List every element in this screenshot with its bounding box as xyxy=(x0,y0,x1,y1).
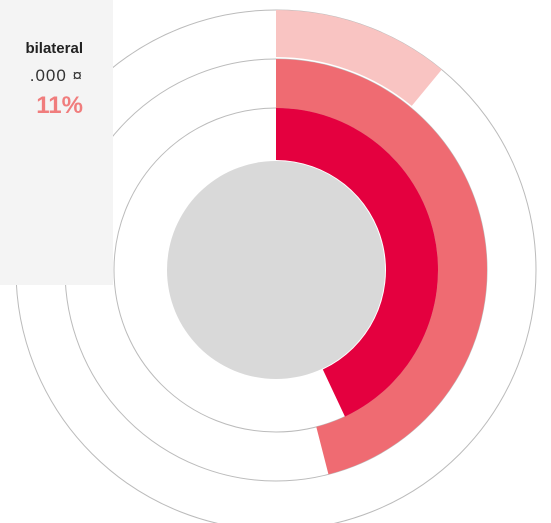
center-disc xyxy=(167,161,385,379)
tooltip: bilateral .000 ¤ 11% xyxy=(0,0,113,285)
tooltip-title: bilateral xyxy=(25,40,83,57)
radial-bar xyxy=(276,10,442,106)
radial-bar xyxy=(276,108,438,417)
radial-bar xyxy=(276,59,487,475)
tooltip-value: .000 ¤ xyxy=(29,66,83,85)
tooltip-percent: 11% xyxy=(36,92,83,119)
